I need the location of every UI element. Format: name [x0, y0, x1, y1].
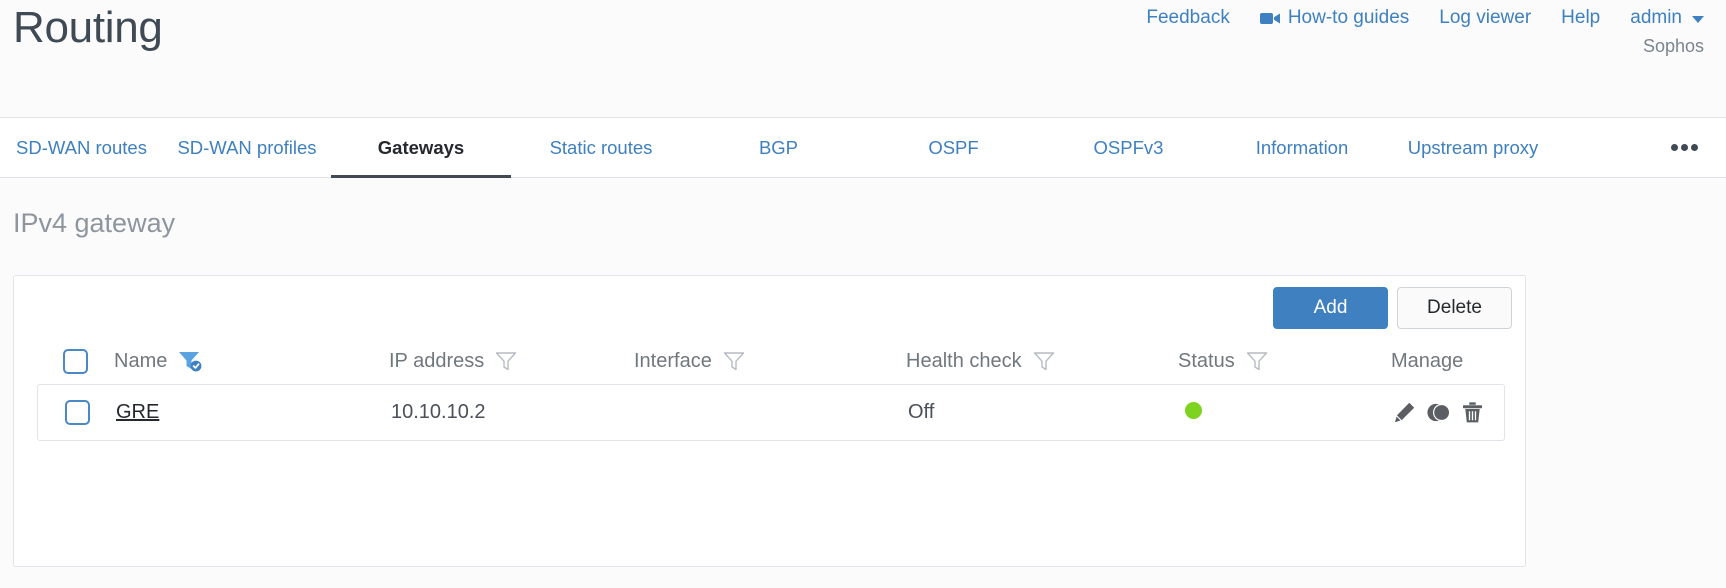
tab-upstream-proxy-label: Upstream proxy	[1407, 136, 1539, 158]
column-header-status-label: Status	[1178, 349, 1235, 372]
tab-sd-wan-profiles-label: SD-WAN profiles	[177, 136, 317, 158]
cell-name: GRE	[116, 401, 391, 424]
add-button[interactable]: Add	[1273, 287, 1388, 329]
section-title: IPv4 gateway	[13, 208, 176, 238]
row-select-checkbox[interactable]	[64, 400, 90, 425]
column-header-ip-address[interactable]: IP address	[389, 350, 634, 373]
cell-health-check: Off	[908, 401, 935, 423]
filter-icon[interactable]	[1245, 350, 1269, 372]
delete-button[interactable]: Delete	[1397, 287, 1512, 329]
tab-sd-wan-routes[interactable]: SD-WAN routes	[0, 118, 163, 177]
column-header-name-label: Name	[114, 349, 168, 372]
filter-icon[interactable]	[494, 350, 518, 372]
table-toolbar: Add Delete	[1273, 287, 1512, 329]
video-camera-icon	[1259, 11, 1281, 26]
table-header-row: Name IP address	[36, 338, 1526, 384]
filter-icon[interactable]	[722, 350, 746, 372]
delete-trash-icon[interactable]	[1461, 401, 1484, 424]
header-link-help-label: Help	[1561, 7, 1601, 28]
tab-static-routes-label: Static routes	[549, 136, 653, 158]
select-all-checkbox[interactable]	[62, 348, 88, 374]
tab-information[interactable]: Information	[1216, 118, 1388, 177]
tab-bgp-label: BGP	[758, 136, 799, 158]
table-row[interactable]: GRE 10.10.10.2 Off	[37, 384, 1505, 441]
edit-pencil-icon[interactable]	[1393, 401, 1416, 424]
ipv4-gateway-card: Add Delete Name	[13, 275, 1526, 567]
row-select-cell	[38, 400, 116, 425]
column-header-ip-address-label: IP address	[389, 349, 485, 372]
header-link-feedback-label: Feedback	[1146, 7, 1230, 28]
column-header-name[interactable]: Name	[114, 349, 389, 373]
column-header-status[interactable]: Status	[1178, 350, 1391, 373]
header-link-feedback[interactable]: Feedback	[1131, 3, 1244, 33]
filter-active-icon[interactable]	[177, 349, 203, 373]
column-header-interface[interactable]: Interface	[634, 350, 906, 373]
header-link-help[interactable]: Help	[1546, 3, 1615, 33]
header-user-menu-label: admin	[1630, 7, 1682, 28]
header-link-how-to-guides[interactable]: How-to guides	[1245, 3, 1424, 33]
status-badge	[1185, 401, 1202, 419]
header-link-log-viewer-label: Log viewer	[1439, 7, 1532, 28]
tab-information-label: Information	[1255, 136, 1349, 158]
page-title: Routing	[13, 3, 163, 52]
tab-bar: SD-WAN routes SD-WAN profiles Gateways S…	[0, 118, 1726, 178]
page-header: Routing Feedback How-to guides Log viewe…	[0, 0, 1726, 118]
tab-sd-wan-routes-label: SD-WAN routes	[16, 136, 147, 158]
column-header-health-check-label: Health check	[906, 349, 1022, 372]
tab-gateways[interactable]: Gateways	[331, 118, 511, 178]
organization-name: Sophos	[1642, 36, 1704, 56]
column-header-interface-label: Interface	[634, 349, 712, 372]
tab-static-routes[interactable]: Static routes	[511, 118, 691, 177]
tab-ospf-label: OSPF	[928, 136, 979, 158]
tab-ospfv3[interactable]: OSPFv3	[1041, 118, 1216, 177]
tab-upstream-proxy[interactable]: Upstream proxy	[1388, 118, 1558, 177]
clone-icon[interactable]	[1426, 402, 1451, 423]
header-user-menu[interactable]: admin	[1615, 3, 1704, 33]
column-header-manage-label: Manage	[1391, 349, 1464, 372]
header-link-how-to-guides-label: How-to guides	[1287, 7, 1410, 28]
cell-status	[1180, 401, 1393, 424]
gateway-name-link[interactable]: GRE	[116, 401, 160, 423]
column-header-health-check[interactable]: Health check	[906, 350, 1178, 373]
column-header-manage: Manage	[1391, 350, 1521, 373]
tab-bgp[interactable]: BGP	[691, 118, 866, 177]
tab-ospfv3-label: OSPFv3	[1093, 136, 1164, 158]
header-link-log-viewer[interactable]: Log viewer	[1424, 3, 1546, 33]
manage-actions	[1393, 401, 1523, 424]
chevron-down-icon	[1692, 15, 1704, 23]
cell-manage	[1393, 401, 1523, 424]
select-all-cell	[36, 348, 114, 374]
filter-icon[interactable]	[1032, 350, 1056, 372]
tab-ospf[interactable]: OSPF	[866, 118, 1041, 177]
tab-sd-wan-profiles[interactable]: SD-WAN profiles	[163, 118, 331, 177]
cell-ip-address: 10.10.10.2	[391, 401, 486, 423]
more-tabs-icon[interactable]	[1657, 118, 1720, 177]
header-links: Feedback How-to guides Log viewer Help a…	[1131, 3, 1704, 33]
gateways-table: Name IP address	[36, 338, 1526, 441]
tab-gateways-label: Gateways	[377, 136, 465, 158]
